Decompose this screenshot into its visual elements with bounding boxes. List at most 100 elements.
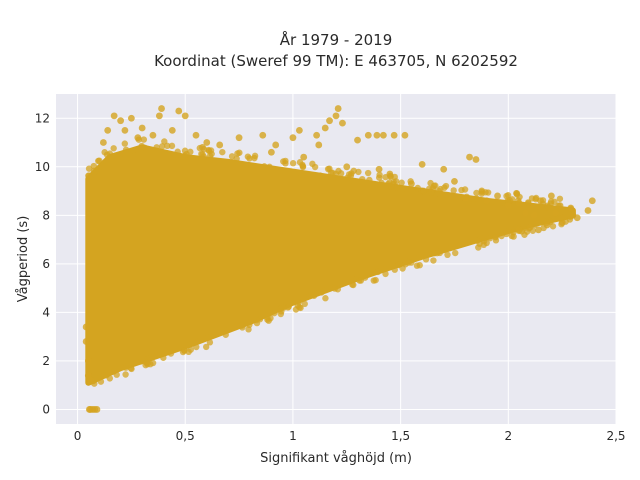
scatter-point: [337, 170, 345, 177]
scatter-point: [422, 256, 430, 263]
scatter-point: [181, 347, 188, 354]
scatter-point: [402, 261, 409, 268]
x-tick-label: 2: [504, 429, 512, 443]
scatter-point: [317, 172, 324, 179]
y-tick-label: 0: [42, 402, 50, 416]
scatter-point: [134, 134, 142, 142]
scatter-point: [82, 323, 90, 331]
scatter-point: [374, 268, 382, 276]
scatter-point: [510, 229, 517, 236]
scatter-point: [484, 189, 492, 196]
scatter-point: [588, 197, 596, 205]
scatter-point: [332, 112, 340, 120]
scatter-point: [193, 343, 200, 351]
x-tick-label: 1,5: [391, 429, 410, 443]
scatter-point: [90, 162, 98, 170]
scatter-point: [266, 163, 273, 171]
scatter-point: [300, 153, 308, 161]
scatter-point: [478, 190, 485, 197]
scatter-point: [556, 202, 564, 210]
scatter-point: [390, 131, 398, 139]
scatter-point: [234, 150, 241, 157]
scatter-point: [366, 176, 373, 184]
scatter-point: [153, 144, 160, 151]
scatter-point: [106, 375, 114, 382]
scatter-point: [370, 277, 377, 284]
scatter-point: [450, 187, 457, 194]
scatter-point: [140, 136, 148, 143]
scatter-point: [246, 155, 253, 162]
scatter-point: [339, 119, 346, 127]
scatter-point: [128, 365, 135, 373]
scatter-point: [138, 124, 146, 132]
x-tick-label: 0,5: [176, 429, 195, 443]
scatter-point: [155, 112, 163, 120]
scatter-point: [401, 131, 409, 139]
scatter-point: [326, 117, 333, 125]
x-tick-labels: 0 0,5 1 1,5 2 2,5: [74, 429, 626, 443]
y-tick-label: 6: [42, 257, 50, 271]
chart-title-line2: Koordinat (Sweref 99 TM): E 463705, N 62…: [154, 52, 518, 70]
scatter-point: [544, 203, 552, 211]
chart-title-line1: År 1979 - 2019: [280, 30, 393, 49]
scatter-point: [492, 237, 500, 244]
scatter-point: [228, 153, 236, 160]
scatter-point: [272, 141, 280, 149]
scatter-point: [174, 148, 181, 155]
scatter-point: [284, 304, 292, 311]
scatter-point: [486, 235, 494, 242]
scatter-point: [282, 157, 289, 165]
scatter-point: [382, 270, 389, 278]
scatter-point: [435, 187, 443, 195]
scatter-point: [251, 154, 258, 162]
y-tick-label: 2: [42, 354, 50, 368]
scatter-point: [261, 163, 268, 170]
scatter-point: [433, 249, 441, 257]
scatter-point: [543, 221, 551, 229]
scatter-point: [584, 207, 592, 214]
scatter-point: [158, 143, 166, 150]
scatter-point: [334, 286, 342, 293]
scatter-point: [238, 322, 246, 329]
scatter-point: [208, 150, 215, 158]
scatter-point: [558, 219, 566, 227]
scatter-point: [458, 186, 465, 194]
scatter-point: [547, 192, 555, 200]
scatter-point: [110, 368, 118, 375]
scatter-point: [407, 180, 415, 188]
scatter-point: [141, 144, 149, 152]
scatter-point: [376, 174, 383, 181]
scatter-point: [429, 185, 437, 193]
scatter-point: [418, 160, 426, 168]
scatter-point: [444, 251, 451, 259]
scatter-point: [347, 172, 355, 179]
scatter-point: [359, 175, 366, 183]
scatter-point: [253, 316, 260, 324]
scatter-point: [296, 304, 303, 311]
scatter-point: [216, 141, 224, 149]
scatter-point: [343, 163, 351, 171]
scatter-point: [85, 406, 93, 413]
scatter-point: [552, 209, 560, 217]
scatter-point: [483, 197, 491, 205]
scatter-point: [354, 136, 361, 144]
scatter-point: [375, 165, 383, 173]
scatter-point: [364, 169, 372, 177]
scatter-point: [84, 357, 92, 365]
scatter-point: [267, 148, 275, 156]
scatter-point: [121, 140, 129, 147]
scatter-point: [97, 378, 105, 385]
scatter-point: [413, 262, 421, 269]
scatter-point: [168, 126, 176, 134]
scatter-point: [475, 244, 482, 251]
scatter-point: [361, 274, 369, 281]
scatter-point: [289, 160, 297, 167]
scatter-point: [350, 167, 357, 174]
scatter-point: [301, 300, 308, 308]
scatter-point: [122, 364, 130, 371]
scatter-point: [137, 358, 144, 365]
scatter-point: [525, 200, 532, 207]
scatter-point: [516, 193, 523, 201]
scatter-point: [551, 198, 558, 206]
